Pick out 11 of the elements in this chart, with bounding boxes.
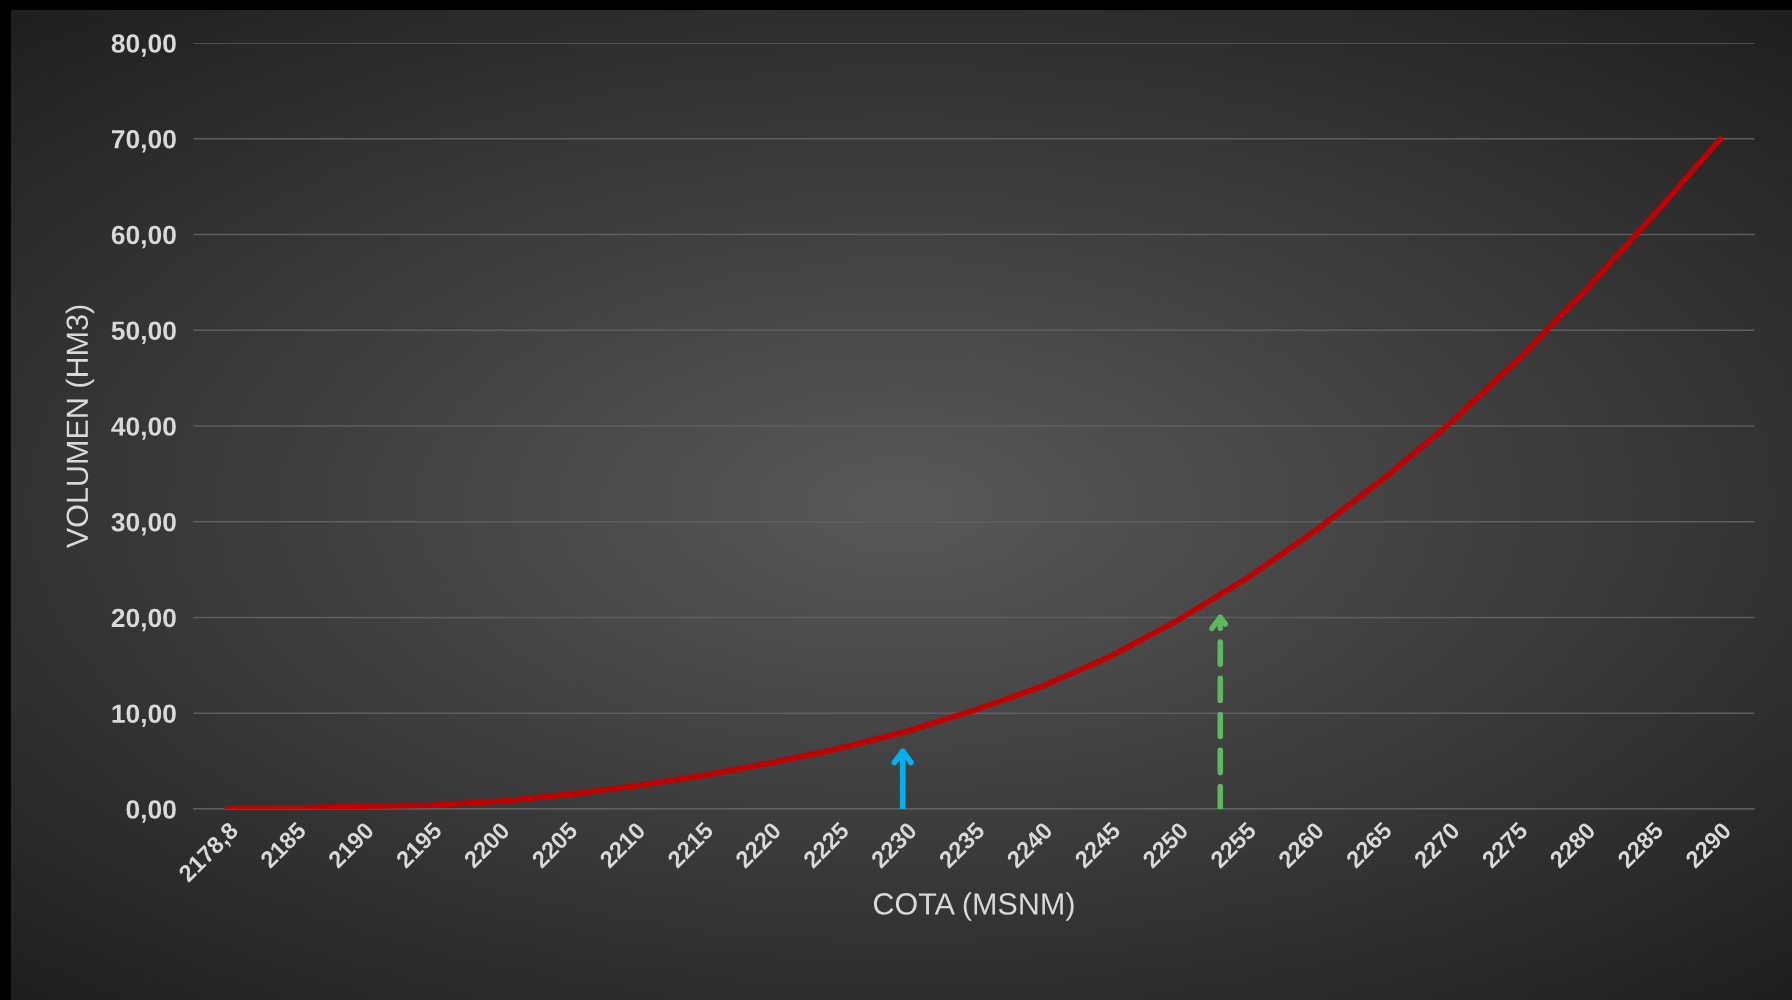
x-axis-title: COTA (MSNM) xyxy=(873,892,1074,921)
y-tick-label: 10,00 xyxy=(112,704,176,727)
y-tick-label: 30,00 xyxy=(111,512,176,536)
y-axis-title: VOLUMEN (HM3) xyxy=(65,305,95,549)
y-tick-label: 40,00 xyxy=(111,417,176,440)
y-tick-label: 0,00 xyxy=(126,800,176,823)
y-tick-label: 20,00 xyxy=(111,608,176,632)
y-tick-label: 60,00 xyxy=(111,225,176,249)
y-tick-label: 50,00 xyxy=(111,321,176,344)
y-tick-label: 80,00 xyxy=(111,34,176,57)
y-tick-label: 70,00 xyxy=(111,129,176,153)
